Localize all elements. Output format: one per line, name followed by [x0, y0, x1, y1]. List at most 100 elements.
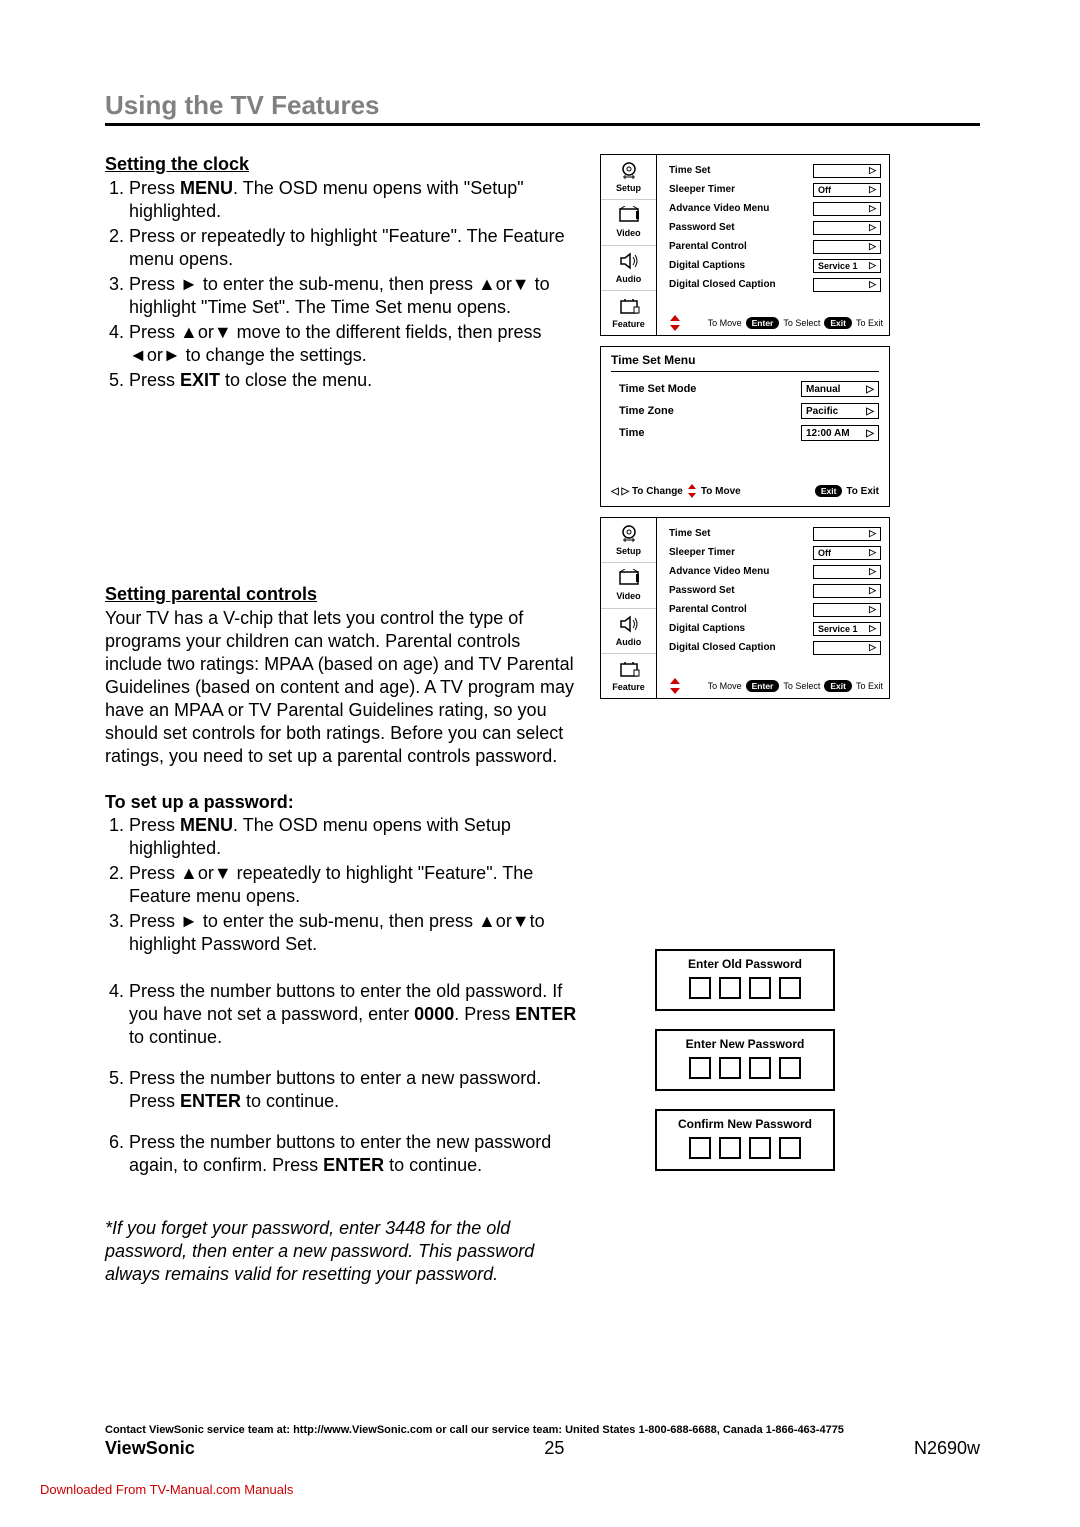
timeset-row[interactable]: Time Set ModeManual▷ — [611, 378, 879, 400]
osd-row[interactable]: Parental Control ▷ — [669, 600, 881, 619]
step-item: Press MENU. The OSD menu opens with Setu… — [129, 814, 580, 860]
timeset-row[interactable]: Time ZonePacific▷ — [611, 400, 879, 422]
exit-pill: Exit — [824, 317, 852, 329]
page-title: Using the TV Features — [105, 90, 980, 126]
sidebar-audio[interactable]: Audio — [601, 245, 656, 290]
hint-exit: To Exit — [856, 318, 883, 328]
password-cell[interactable] — [779, 977, 801, 999]
arrow-right-icon: ▷ — [869, 203, 876, 214]
osd-row[interactable]: Parental Control▷ — [669, 237, 881, 256]
password-cell[interactable] — [749, 1057, 771, 1079]
arrow-right-icon: ▷ — [869, 566, 876, 577]
arrow-right-icon: ▷ — [869, 585, 876, 596]
step-item: Press the number buttons to enter the ne… — [129, 1131, 580, 1177]
osd-value: ▷ — [813, 565, 881, 579]
password-note: *If you forget your password, enter 3448… — [105, 1217, 580, 1286]
osd-value: ▷ — [813, 584, 881, 598]
osd-value: ▷ — [813, 641, 881, 655]
osd-label: Digital Closed Caption — [669, 279, 776, 290]
osd-value: ▷ — [813, 527, 881, 541]
osd-label: Time Set — [669, 528, 711, 539]
sidebar-audio[interactable]: Audio — [601, 608, 656, 653]
osd-row[interactable]: Digital Captions Service 1▷ — [669, 619, 881, 638]
password-cell[interactable] — [689, 1057, 711, 1079]
arrow-right-icon: ▷ — [869, 604, 876, 615]
arrow-right-icon: ▷ — [866, 428, 874, 439]
osd-row[interactable]: Password Set▷ — [669, 581, 881, 600]
osd-row[interactable]: Sleeper TimerOff▷ — [669, 543, 881, 562]
heading-password: To set up a password: — [105, 791, 580, 814]
password-cell[interactable] — [779, 1057, 801, 1079]
osd-row[interactable]: Digital Closed Caption ▷ — [669, 275, 881, 294]
footer-contact: Contact ViewSonic service team at: http:… — [105, 1424, 980, 1436]
setup-icon — [617, 161, 641, 181]
osd-value: Service 1▷ — [813, 622, 881, 636]
timeset-row[interactable]: Time12:00 AM▷ — [611, 422, 879, 444]
password-cell[interactable] — [719, 1057, 741, 1079]
sidebar-setup[interactable]: Setup — [601, 155, 656, 199]
osd-row[interactable]: Advance Video Menu▷ — [669, 199, 881, 218]
password-cell[interactable] — [689, 1137, 711, 1159]
sidebar-video[interactable]: Video — [601, 562, 656, 607]
pw-steps-1: Press MENU. The OSD menu opens with Setu… — [105, 814, 580, 956]
video-icon — [617, 206, 641, 226]
ts-value: Manual▷ — [801, 381, 879, 397]
osd-row[interactable]: Time Set▷ — [669, 161, 881, 180]
setup-icon — [617, 524, 641, 544]
parental-intro: Your TV has a V-chip that lets you contr… — [105, 607, 580, 768]
sidebar-label: Video — [616, 228, 640, 238]
audio-icon — [617, 615, 641, 635]
arrow-right-icon: ▷ — [869, 260, 876, 271]
step-item: Press the number buttons to enter the ol… — [129, 980, 580, 1049]
hint-exit: To Exit — [856, 681, 883, 691]
step-item: Press ► to enter the sub-menu, then pres… — [129, 273, 580, 319]
password-cell[interactable] — [689, 977, 711, 999]
password-cell[interactable] — [749, 1137, 771, 1159]
sidebar-feature[interactable]: Feature — [601, 653, 656, 698]
osd-row[interactable]: Digital CaptionsService 1▷ — [669, 256, 881, 275]
osd-label: Password Set — [669, 222, 735, 233]
osd-row[interactable]: Digital Closed Caption▷ — [669, 638, 881, 657]
arrow-right-icon: ▷ — [869, 222, 876, 233]
ts-label: Time Zone — [619, 405, 674, 417]
password-cell[interactable] — [779, 1137, 801, 1159]
timeset-panel: Time Set Menu Time Set ModeManual▷Time Z… — [600, 346, 890, 507]
sidebar-label: Audio — [616, 637, 642, 647]
osd-value: ▷ — [813, 603, 881, 617]
osd-label: Sleeper Timer — [669, 547, 735, 558]
arrow-right-icon: ▷ — [869, 165, 876, 176]
osd-row[interactable]: Password Set ▷ — [669, 218, 881, 237]
ts-value: 12:00 AM▷ — [801, 425, 879, 441]
password-box: Enter Old Password — [655, 949, 835, 1011]
hint-move: To Move — [708, 318, 742, 328]
osd-value: ▷ — [813, 202, 881, 216]
pw-steps-2: Press the number buttons to enter the ol… — [105, 980, 580, 1177]
sidebar-setup[interactable]: Setup — [601, 518, 656, 562]
password-cell[interactable] — [749, 977, 771, 999]
step-item: Press the number buttons to enter a new … — [129, 1067, 580, 1113]
footer-brand: ViewSonic — [105, 1438, 195, 1459]
download-note: Downloaded From TV-Manual.com Manuals — [40, 1482, 293, 1497]
password-cell[interactable] — [719, 1137, 741, 1159]
osd-label: Parental Control — [669, 604, 747, 615]
osd-value: ▷ — [813, 164, 881, 178]
pw-box-title: Enter New Password — [665, 1037, 825, 1051]
hint-select: To Select — [783, 318, 820, 328]
osd-row[interactable]: Advance Video Menu▷ — [669, 562, 881, 581]
password-cell[interactable] — [719, 977, 741, 999]
password-box: Confirm New Password — [655, 1109, 835, 1171]
arrow-right-icon: ▷ — [869, 279, 876, 290]
ts-hint-exit: To Exit — [846, 486, 879, 497]
osd-value: ▷ — [813, 240, 881, 254]
osd-value: ▷ — [813, 221, 881, 235]
sidebar-feature[interactable]: Feature — [601, 290, 656, 335]
hint-select: To Select — [783, 681, 820, 691]
step-item: Press or repeatedly to highlight "Featur… — [129, 225, 580, 271]
osd-panel-2: SetupVideo Audio Feature Time Set ▷ Sleeper … — [600, 517, 890, 699]
osd-value: Off▷ — [813, 183, 881, 197]
osd-row[interactable]: Time Set ▷ — [669, 524, 881, 543]
sidebar-video[interactable]: Video — [601, 199, 656, 244]
osd-row[interactable]: Sleeper TimerOff▷ — [669, 180, 881, 199]
osd-label: Digital Captions — [669, 623, 745, 634]
sidebar-label: Feature — [612, 319, 645, 329]
